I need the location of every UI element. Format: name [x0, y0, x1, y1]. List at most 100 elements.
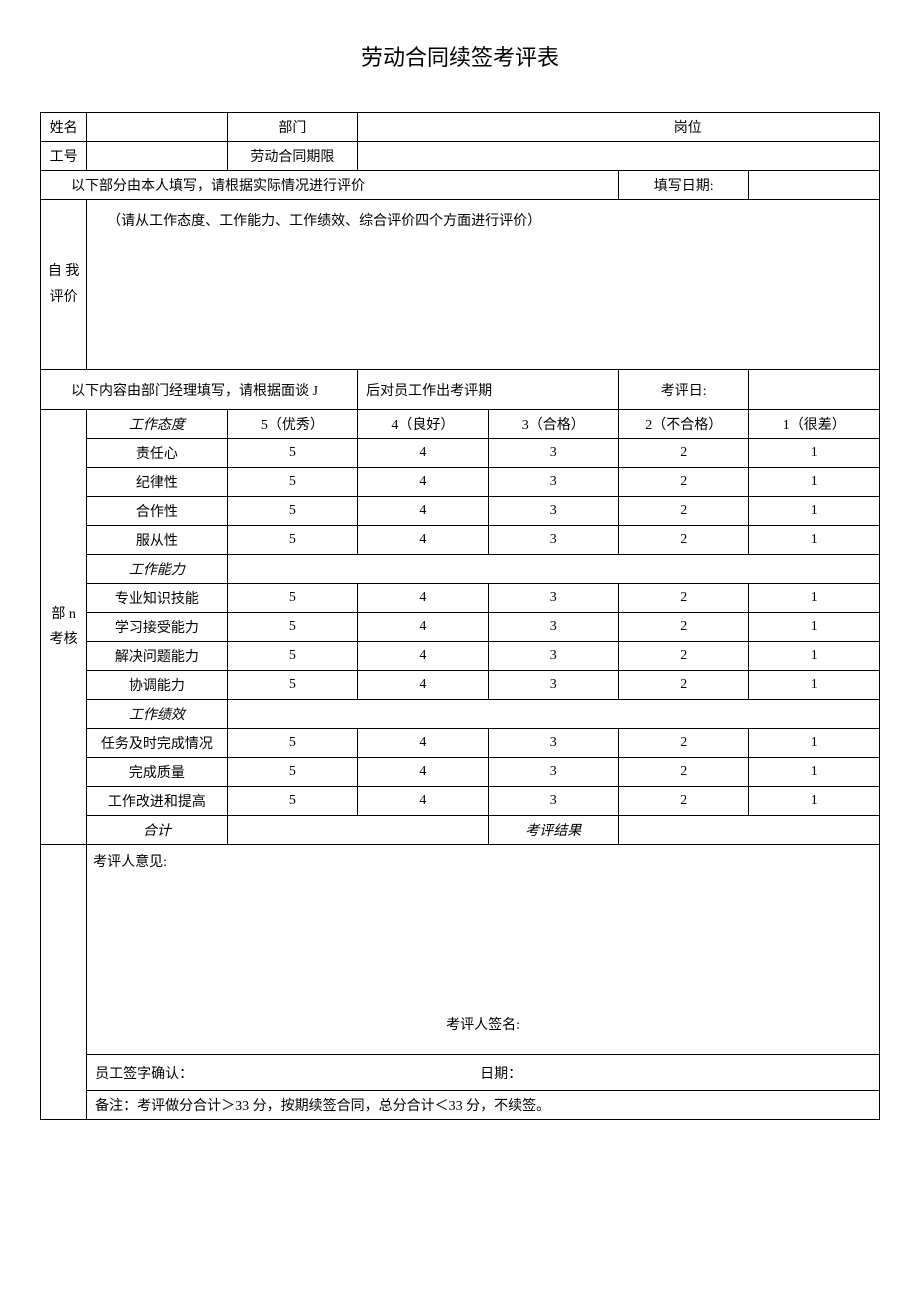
- score-cell[interactable]: 1: [749, 729, 880, 758]
- score-cell[interactable]: 1: [749, 671, 880, 700]
- table-row: 工作改进和提高 5 4 3 2 1: [41, 787, 880, 816]
- attitude-header: 工作态度: [87, 410, 228, 439]
- score-cell[interactable]: 5: [227, 584, 357, 613]
- contract-term-value[interactable]: [358, 142, 880, 171]
- score-cell[interactable]: 3: [488, 787, 618, 816]
- table-row: 解决问题能力 5 4 3 2 1: [41, 642, 880, 671]
- score-cell[interactable]: 4: [358, 758, 488, 787]
- emp-confirm-label: 员工签字确认：: [95, 1067, 193, 1082]
- form-title: 劳动合同续签考评表: [40, 40, 880, 72]
- score-cell[interactable]: 3: [488, 613, 618, 642]
- score-cell[interactable]: 2: [619, 758, 749, 787]
- score-cell[interactable]: 2: [619, 729, 749, 758]
- manager-date-value[interactable]: [749, 370, 880, 410]
- score-cell[interactable]: 3: [488, 671, 618, 700]
- score-cell[interactable]: 1: [749, 613, 880, 642]
- score-cell[interactable]: 2: [619, 787, 749, 816]
- score-cell[interactable]: 2: [619, 671, 749, 700]
- evaluation-table: 姓名 部门 岗位 工号 劳动合同期限 以下部分由本人填写，请根据实际情况进行评价…: [40, 112, 880, 1120]
- score-cell[interactable]: 2: [619, 439, 749, 468]
- score-cell[interactable]: 5: [227, 787, 357, 816]
- score-cell[interactable]: 4: [358, 468, 488, 497]
- score-cell[interactable]: 3: [488, 758, 618, 787]
- self-eval-prompt: （请从工作态度、工作能力、工作绩效、综合评价四个方面进行评价）: [107, 214, 541, 229]
- score-cell[interactable]: 4: [358, 439, 488, 468]
- table-row: 服从性 5 4 3 2 1: [41, 526, 880, 555]
- score-cell[interactable]: 1: [749, 497, 880, 526]
- score-cell[interactable]: 3: [488, 642, 618, 671]
- row-label: 服从性: [87, 526, 228, 555]
- score-cell[interactable]: 4: [358, 497, 488, 526]
- score-cell[interactable]: 3: [488, 526, 618, 555]
- table-row: 纪律性 5 4 3 2 1: [41, 468, 880, 497]
- comment-label: 考评人意见:: [93, 855, 167, 870]
- table-row: 合作性 5 4 3 2 1: [41, 497, 880, 526]
- score-cell[interactable]: 5: [227, 642, 357, 671]
- row-label: 责任心: [87, 439, 228, 468]
- score-cell[interactable]: 5: [227, 729, 357, 758]
- row-label: 纪律性: [87, 468, 228, 497]
- self-eval-content[interactable]: （请从工作态度、工作能力、工作绩效、综合评价四个方面进行评价）: [87, 200, 880, 370]
- rating-1-header: 1（很差）: [749, 410, 880, 439]
- dept-eval-side-label: 部 n 考核: [41, 410, 87, 845]
- score-cell[interactable]: 3: [488, 468, 618, 497]
- result-label: 考评结果: [488, 816, 618, 845]
- score-cell[interactable]: 4: [358, 642, 488, 671]
- score-cell[interactable]: 4: [358, 729, 488, 758]
- table-row: 任务及时完成情况 5 4 3 2 1: [41, 729, 880, 758]
- row-label: 协调能力: [87, 671, 228, 700]
- score-cell[interactable]: 1: [749, 787, 880, 816]
- performance-header-blank: [227, 700, 879, 729]
- ability-header: 工作能力: [87, 555, 228, 584]
- position-cell[interactable]: 岗位: [358, 113, 880, 142]
- score-cell[interactable]: 4: [358, 526, 488, 555]
- score-cell[interactable]: 1: [749, 584, 880, 613]
- score-cell[interactable]: 1: [749, 439, 880, 468]
- score-cell[interactable]: 5: [227, 613, 357, 642]
- employee-confirm-row[interactable]: 员工签字确认： 日期：: [87, 1055, 880, 1091]
- score-cell[interactable]: 1: [749, 526, 880, 555]
- result-value[interactable]: [619, 816, 880, 845]
- name-value[interactable]: [87, 113, 228, 142]
- row-label: 任务及时完成情况: [87, 729, 228, 758]
- score-cell[interactable]: 5: [227, 497, 357, 526]
- score-cell[interactable]: 2: [619, 642, 749, 671]
- score-cell[interactable]: 5: [227, 526, 357, 555]
- score-cell[interactable]: 5: [227, 671, 357, 700]
- score-cell[interactable]: 3: [488, 584, 618, 613]
- reviewer-sign-label: 考评人签名:: [87, 1014, 879, 1034]
- score-cell[interactable]: 3: [488, 439, 618, 468]
- score-cell[interactable]: 2: [619, 584, 749, 613]
- dept-label: 部门: [227, 113, 357, 142]
- contract-term-label: 劳动合同期限: [227, 142, 357, 171]
- empid-value[interactable]: [87, 142, 228, 171]
- score-cell[interactable]: 2: [619, 468, 749, 497]
- score-cell[interactable]: 5: [227, 439, 357, 468]
- total-value[interactable]: [227, 816, 488, 845]
- score-cell[interactable]: 4: [358, 787, 488, 816]
- score-cell[interactable]: 1: [749, 468, 880, 497]
- rating-3-header: 3（合格）: [488, 410, 618, 439]
- row-label: 合作性: [87, 497, 228, 526]
- self-date-value[interactable]: [749, 171, 880, 200]
- score-cell[interactable]: 3: [488, 497, 618, 526]
- rating-4-header: 4（良好）: [358, 410, 488, 439]
- score-cell[interactable]: 2: [619, 526, 749, 555]
- reviewer-comment[interactable]: 考评人意见: 考评人签名:: [87, 845, 880, 1055]
- self-instruction: 以下部分由本人填写，请根据实际情况进行评价: [41, 171, 619, 200]
- score-cell[interactable]: 5: [227, 468, 357, 497]
- empid-label: 工号: [41, 142, 87, 171]
- score-cell[interactable]: 1: [749, 758, 880, 787]
- manager-date-label: 考评日:: [619, 370, 749, 410]
- score-cell[interactable]: 4: [358, 584, 488, 613]
- score-cell[interactable]: 1: [749, 642, 880, 671]
- score-cell[interactable]: 4: [358, 613, 488, 642]
- score-cell[interactable]: 4: [358, 671, 488, 700]
- score-cell[interactable]: 2: [619, 497, 749, 526]
- row-label: 专业知识技能: [87, 584, 228, 613]
- score-cell[interactable]: 3: [488, 729, 618, 758]
- score-cell[interactable]: 5: [227, 758, 357, 787]
- table-row: 专业知识技能 5 4 3 2 1: [41, 584, 880, 613]
- row-label: 完成质量: [87, 758, 228, 787]
- score-cell[interactable]: 2: [619, 613, 749, 642]
